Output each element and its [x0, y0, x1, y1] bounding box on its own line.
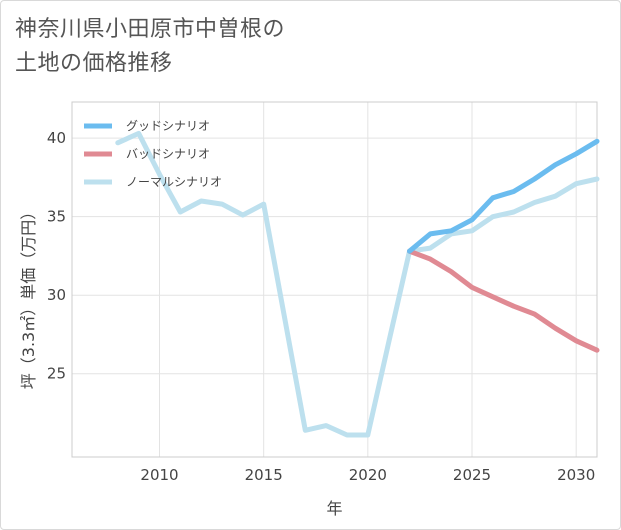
- series-line-good: [407, 138, 600, 254]
- x-tick-label: 2030: [557, 466, 595, 484]
- series-line-normal: [115, 130, 600, 438]
- series-layer: [115, 130, 600, 438]
- chart-title-line-2: 土地の価格推移: [15, 51, 173, 76]
- series-line-bad: [407, 248, 600, 353]
- x-axis-title: 年: [326, 499, 342, 518]
- legend-label-normal: ノーマルシナリオ: [126, 175, 222, 189]
- x-tick-label: 2015: [245, 466, 283, 484]
- plot-border: [71, 101, 598, 458]
- x-tick-label: 2025: [453, 466, 491, 484]
- grid: [72, 102, 597, 457]
- y-tick-label: 40: [47, 129, 66, 147]
- legend-label-bad: バッドシナリオ: [126, 147, 210, 161]
- y-tick-label: 25: [47, 365, 66, 383]
- chart-title: 神奈川県小田原市中曽根の 土地の価格推移: [15, 13, 285, 81]
- x-tick-label: 2010: [140, 466, 178, 484]
- y-tick-label: 30: [47, 286, 66, 304]
- y-axis-title: 坪（3.3㎡）単価（万円）: [19, 204, 38, 389]
- y-axis-ticks: 25 30 35 40: [47, 129, 66, 383]
- chart-title-line-1: 神奈川県小田原市中曽根の: [15, 17, 286, 42]
- y-tick-label: 35: [47, 208, 66, 226]
- x-axis-ticks: 2010 2015 2020 2025 2030: [140, 466, 595, 484]
- legend-label-good: グッドシナリオ: [126, 119, 210, 133]
- x-tick-label: 2020: [349, 466, 387, 484]
